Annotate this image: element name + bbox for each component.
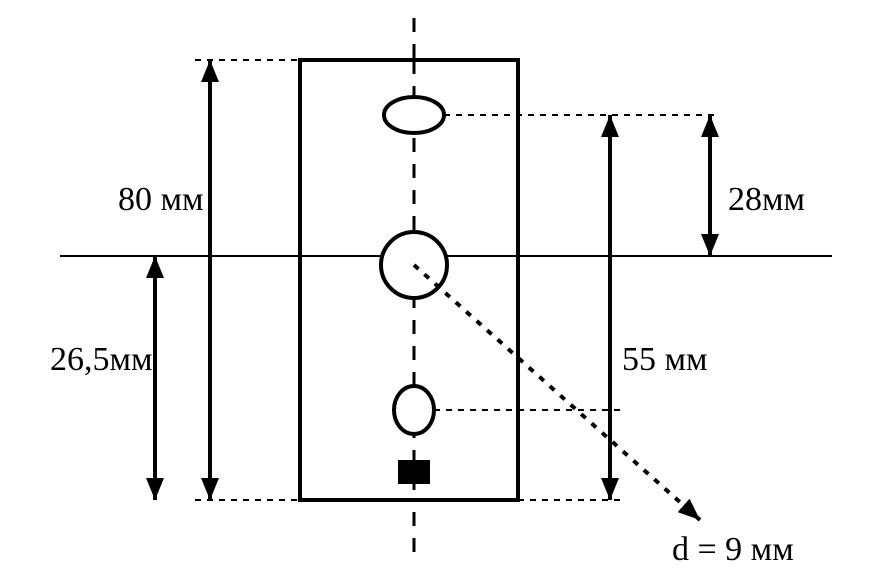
top-hole (384, 97, 444, 133)
bottom-hole (394, 386, 434, 434)
dimension-diagram: 80 мм 26,5мм 55 мм 28мм d = 9 мм (0, 0, 892, 578)
dim-55-label: 55 мм (622, 341, 708, 378)
dim-80-label: 80 мм (118, 181, 204, 218)
dim-26-5-label: 26,5мм (50, 341, 153, 378)
bottom-block (398, 460, 430, 484)
dim-d9-label: d = 9 мм (672, 531, 794, 568)
dim-28-label: 28мм (728, 181, 805, 218)
